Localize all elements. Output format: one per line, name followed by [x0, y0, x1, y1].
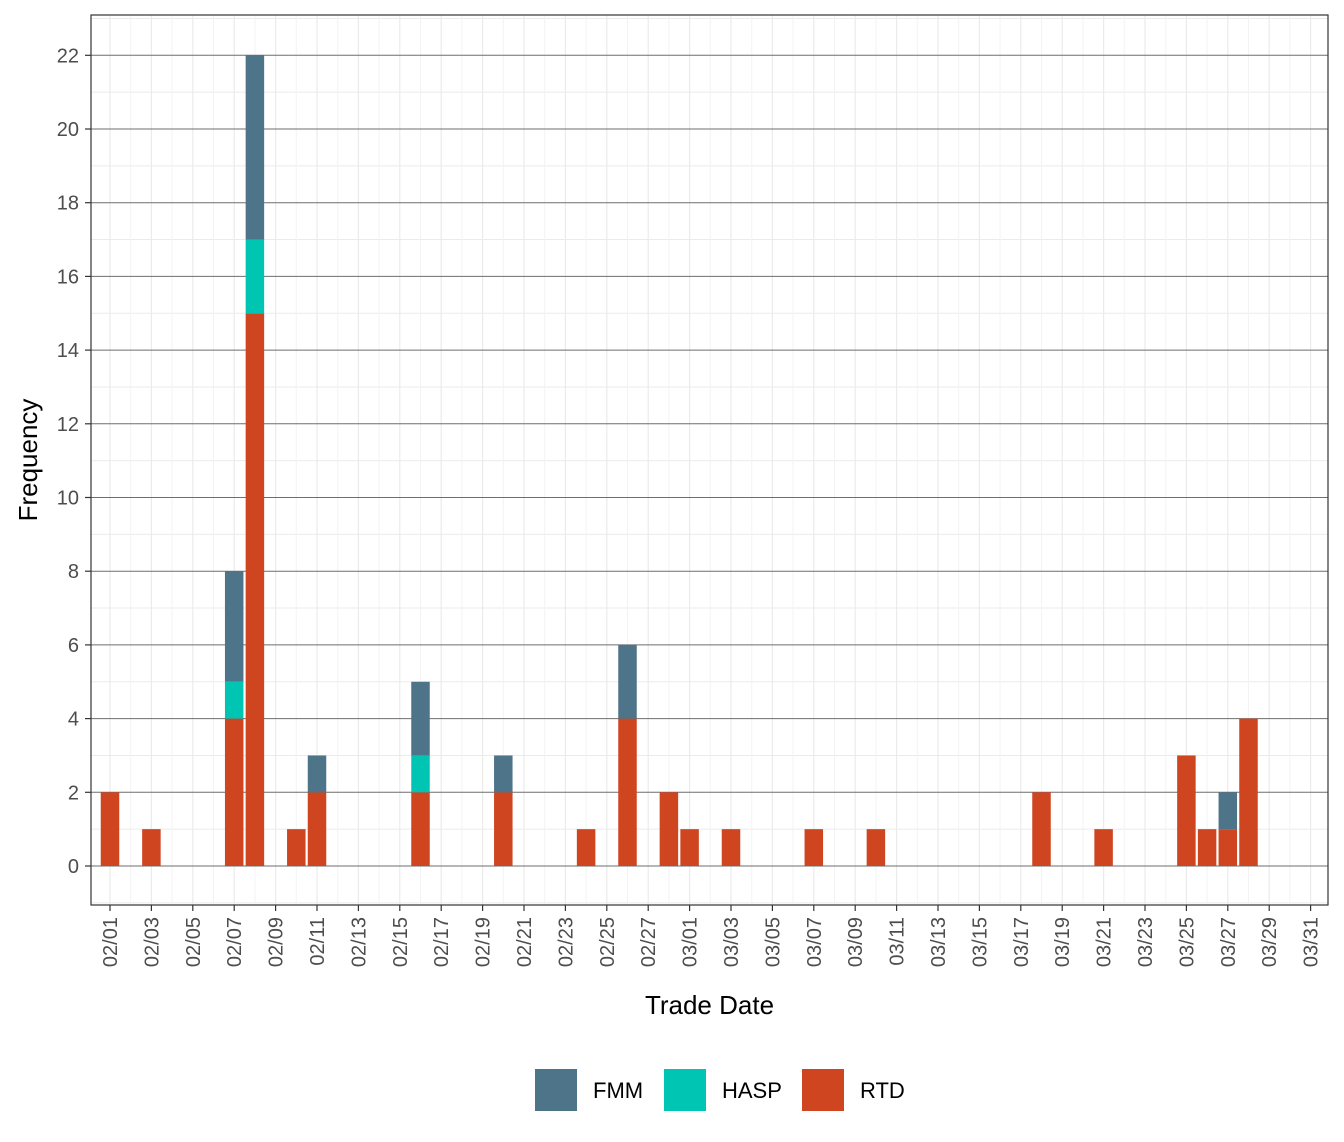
x-tick-label: 03/15	[969, 917, 991, 967]
minor-grid	[91, 15, 1328, 905]
x-tick-label: 03/09	[845, 917, 867, 967]
x-tick-label: 03/21	[1094, 917, 1116, 967]
bar-segment-hasp	[245, 239, 265, 314]
bar-segment-rtd	[224, 718, 244, 866]
x-tick-label: 03/01	[680, 917, 702, 967]
bar-segment-hasp	[411, 755, 430, 793]
x-tick-label: 03/05	[762, 917, 784, 967]
bars	[100, 55, 1258, 866]
bar-segment-fmm	[245, 55, 265, 240]
x-tick-label: 03/25	[1176, 917, 1198, 967]
bar-segment-rtd	[721, 829, 741, 866]
x-tick-label: 03/03	[721, 917, 743, 967]
bar-segment-rtd	[411, 792, 430, 866]
legend-label-rtd: RTD	[860, 1078, 905, 1103]
bar-segment-fmm	[494, 755, 513, 793]
x-tick-label: 03/11	[887, 917, 909, 966]
bar-segment-rtd	[1197, 829, 1217, 866]
x-tick-label: 02/09	[266, 917, 288, 967]
legend-label-hasp: HASP	[722, 1078, 782, 1103]
x-tick-label: 02/15	[390, 917, 412, 967]
x-tick-label: 02/03	[141, 917, 163, 967]
legend-key-fmm	[535, 1069, 577, 1111]
x-axis-title: Trade Date	[645, 990, 774, 1020]
bar-segment-hasp	[224, 681, 244, 719]
y-tick-label: 8	[68, 561, 79, 583]
x-tick-label: 02/05	[183, 917, 205, 967]
bar-segment-fmm	[224, 571, 244, 682]
bar-segment-rtd	[804, 829, 824, 866]
bar-segment-fmm	[618, 644, 637, 719]
x-tick-label: 03/31	[1301, 917, 1323, 967]
x-tick-label: 02/27	[638, 917, 660, 967]
bar-segment-rtd	[100, 792, 120, 866]
x-tick-label: 02/13	[348, 917, 370, 967]
y-tick-label: 22	[57, 45, 79, 67]
bar-segment-rtd	[1239, 718, 1258, 866]
bar-segment-rtd	[1177, 755, 1196, 866]
y-tick-label: 4	[68, 709, 79, 731]
bar-segment-rtd	[1032, 792, 1051, 866]
x-tick-label: 02/23	[555, 917, 577, 967]
x-tick-label: 02/21	[514, 917, 536, 967]
y-tick-label: 18	[57, 193, 79, 215]
bar-segment-fmm	[1218, 792, 1238, 830]
bar-segment-rtd	[618, 718, 637, 866]
y-tick-label: 16	[57, 266, 79, 288]
x-tick-label: 02/07	[224, 917, 246, 967]
x-tick-label: 03/29	[1259, 917, 1281, 967]
y-axis: 0 2 4 6 8 10 12 14 16 18 20 22	[57, 45, 91, 878]
y-tick-label: 0	[68, 856, 79, 878]
legend: FMM HASP RTD	[535, 1069, 905, 1111]
x-tick-label: 03/07	[804, 917, 826, 967]
bar-segment-rtd	[494, 792, 513, 866]
x-tick-label: 02/17	[431, 917, 453, 967]
bar-segment-rtd	[576, 829, 596, 866]
x-tick-label: 03/19	[1052, 917, 1074, 967]
legend-key-hasp	[664, 1069, 706, 1111]
y-tick-label: 20	[57, 119, 79, 141]
x-tick-label: 02/11	[307, 917, 329, 966]
bar-segment-rtd	[659, 792, 679, 866]
bar-segment-rtd	[287, 829, 306, 866]
y-tick-label: 2	[68, 782, 79, 804]
x-tick-label: 03/27	[1218, 917, 1240, 967]
y-tick-label: 6	[68, 635, 79, 657]
bar-segment-rtd	[1218, 829, 1238, 866]
bar-segment-fmm	[411, 681, 430, 756]
major-grid	[91, 54, 1328, 867]
y-axis-title: Frequency	[13, 399, 43, 522]
y-tick-label: 14	[57, 340, 79, 362]
x-tick-label: 03/23	[1135, 917, 1157, 967]
x-tick-label: 03/13	[928, 917, 950, 967]
x-tick-label: 02/25	[597, 917, 619, 967]
legend-label-fmm: FMM	[593, 1078, 643, 1103]
bar-segment-rtd	[866, 829, 886, 866]
legend-key-rtd	[802, 1069, 844, 1111]
y-tick-label: 10	[57, 488, 79, 510]
bar-segment-rtd	[680, 829, 699, 866]
bar-segment-rtd	[307, 792, 327, 866]
plot-panel-border	[90, 14, 1329, 906]
bar-segment-fmm	[307, 755, 327, 793]
bar-segment-rtd	[142, 829, 161, 866]
x-tick-label: 03/17	[1011, 917, 1033, 967]
x-axis: 02/01 02/03 02/05 02/07 02/09 02/11 02/13 02/15…	[100, 905, 1323, 967]
bar-segment-rtd	[245, 313, 265, 866]
x-tick-label: 02/19	[473, 917, 495, 967]
bar-segment-rtd	[1094, 829, 1113, 866]
y-tick-label: 12	[57, 414, 79, 436]
x-tick-label: 02/01	[100, 917, 122, 967]
